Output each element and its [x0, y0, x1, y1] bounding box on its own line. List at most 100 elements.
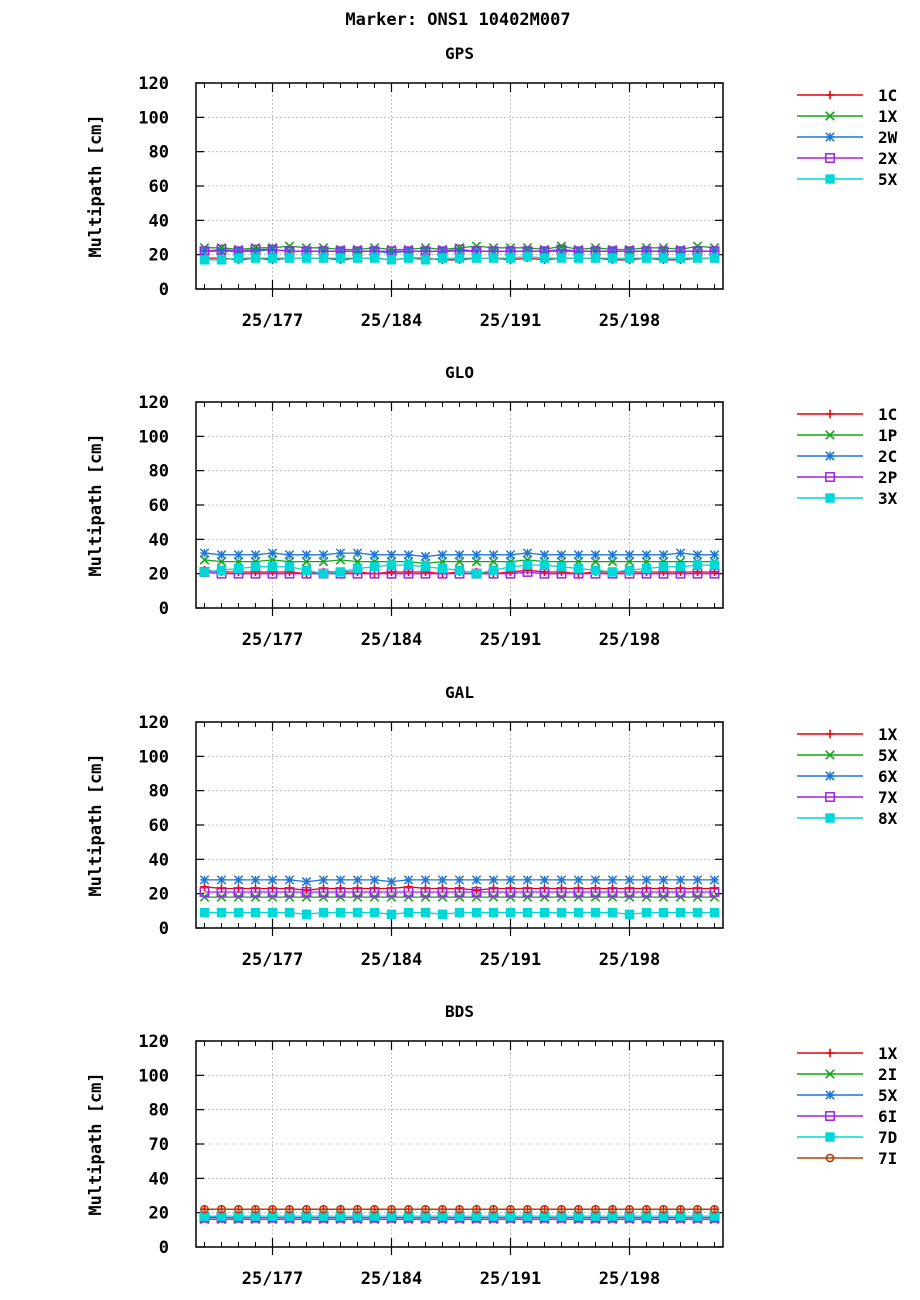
- data-point: [556, 550, 567, 560]
- panel-glo: GLO Multipath [cm] 0 20 40 60 80 100 120 25/177 25…: [86, 363, 898, 650]
- data-point: [624, 565, 635, 575]
- data-point: [539, 253, 550, 263]
- x-tick-label: 25/191: [480, 311, 541, 331]
- data-point: [420, 551, 431, 562]
- data-point: [607, 875, 618, 885]
- data-point: [199, 887, 210, 897]
- data-point: [523, 884, 532, 893]
- legend-entry: 5X: [797, 1086, 898, 1105]
- y-tick-label: 70: [149, 1135, 169, 1155]
- legend-marker: [825, 493, 835, 503]
- data-point: [641, 887, 652, 897]
- series-7d: [199, 1211, 720, 1221]
- data-point: [386, 1211, 397, 1221]
- data-point: [556, 1211, 567, 1221]
- data-point: [607, 887, 618, 897]
- data-point: [455, 884, 464, 893]
- data-point: [522, 907, 533, 918]
- data-point: [557, 1204, 566, 1214]
- data-point: [692, 1211, 703, 1221]
- data-point: [217, 884, 226, 893]
- data-point: [556, 892, 567, 902]
- data-point: [285, 1204, 294, 1214]
- data-point: [488, 565, 499, 575]
- data-point: [590, 556, 601, 567]
- x-tick-label: 25/184: [361, 630, 422, 650]
- data-point: [505, 550, 516, 560]
- data-point: [454, 887, 465, 897]
- data-point: [471, 253, 482, 263]
- legend-entry: 5X: [797, 170, 898, 189]
- data-point: [438, 884, 447, 893]
- data-point: [301, 892, 312, 902]
- data-point: [489, 1204, 498, 1214]
- data-point: [369, 887, 380, 897]
- y-tick-label: 80: [149, 143, 169, 163]
- data-point: [624, 550, 635, 560]
- data-point: [590, 907, 601, 918]
- y-tick-label: 40: [149, 530, 169, 550]
- data-point: [489, 884, 498, 893]
- data-point: [199, 255, 210, 265]
- data-point: [624, 892, 635, 902]
- data-point: [709, 892, 720, 902]
- data-point: [420, 892, 431, 902]
- panel-bds: BDS Multipath [cm] 0 20 40 70 80 100 120 25/177 25…: [86, 1002, 898, 1289]
- panel-title: BDS: [445, 1002, 474, 1021]
- legend-entry: 1X: [797, 107, 898, 126]
- legend-label: 8X: [878, 809, 898, 828]
- figure-title: Marker: ONS1 10402M007: [345, 10, 570, 30]
- data-point: [250, 892, 261, 902]
- data-point: [250, 253, 261, 263]
- data-point: [522, 251, 533, 262]
- data-point: [216, 255, 227, 265]
- data-point: [710, 884, 719, 893]
- legend-entry: 5X: [797, 746, 898, 765]
- data-point: [505, 887, 516, 897]
- legend-entry: 6I: [797, 1107, 897, 1126]
- legend-marker: [825, 153, 835, 163]
- data-point: [522, 892, 533, 902]
- data-point: [608, 1204, 617, 1214]
- data-point: [369, 562, 380, 572]
- data-point: [454, 246, 465, 256]
- legend-label: 5X: [878, 746, 898, 765]
- data-point: [267, 875, 278, 885]
- data-point: [659, 1204, 668, 1214]
- data-point: [471, 875, 482, 885]
- legend-marker: [825, 813, 835, 823]
- data-point: [284, 892, 295, 902]
- legend-label: 1X: [878, 1044, 898, 1063]
- data-point: [284, 253, 295, 263]
- x-tick-label: 25/198: [599, 630, 660, 650]
- data-point: [624, 887, 635, 897]
- legend-entry: 2P: [797, 468, 897, 487]
- data-point: [301, 909, 312, 919]
- data-point: [488, 907, 499, 918]
- data-point: [539, 887, 550, 897]
- series-8x: [199, 907, 720, 919]
- data-point: [403, 253, 414, 263]
- legend-entry: 3X: [797, 489, 898, 508]
- data-point: [284, 907, 295, 918]
- plot-frame: [195, 401, 724, 609]
- data-point: [574, 1204, 583, 1214]
- data-point: [336, 1204, 345, 1214]
- legend-marker: [825, 792, 835, 802]
- series-3x: [199, 560, 720, 579]
- data-point: [420, 1211, 431, 1221]
- data-point: [352, 563, 363, 574]
- y-axis-label: Multipath [cm]: [86, 1072, 106, 1215]
- y-tick-label: 0: [159, 280, 169, 300]
- data-point: [233, 887, 244, 897]
- y-tick-label: 80: [149, 462, 169, 482]
- data-point: [675, 548, 686, 558]
- data-point: [251, 884, 260, 893]
- x-tick-label: 25/177: [242, 950, 303, 970]
- data-point: [454, 556, 465, 567]
- data-point: [403, 875, 414, 885]
- legend-label: 6I: [878, 1107, 897, 1126]
- data-point: [573, 253, 584, 263]
- x-tick-label: 25/191: [480, 950, 541, 970]
- data-point: [641, 875, 652, 885]
